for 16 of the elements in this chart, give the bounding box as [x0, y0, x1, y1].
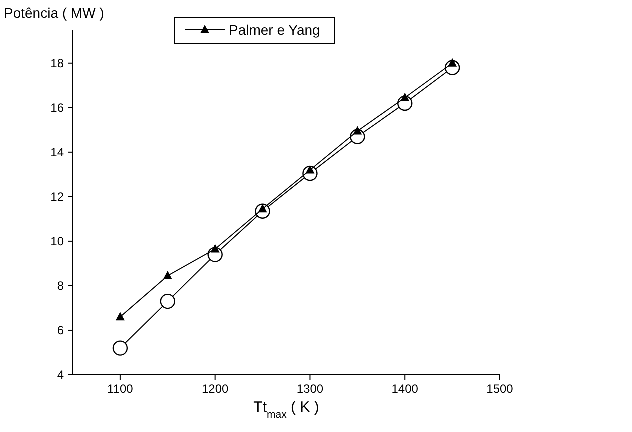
- x-axis-title: Tt$_{max}$ ( K ): [254, 399, 320, 421]
- y-tick-label: 16: [50, 100, 64, 115]
- y-tick-label: 6: [57, 323, 64, 338]
- legend-label: Palmer e Yang: [229, 22, 320, 38]
- x-tick-label: 1500: [486, 382, 514, 396]
- y-tick-label: 4: [57, 368, 64, 382]
- x-tick-label: 1100: [108, 382, 134, 396]
- y-tick-label: 8: [57, 278, 64, 293]
- y-tick-label: 14: [50, 145, 64, 160]
- y-tick-label: 18: [50, 56, 64, 70]
- y-tick-label: 10: [50, 234, 64, 248]
- y-axis-title: Potência ( MW ): [4, 5, 104, 21]
- x-tick-label: 1200: [202, 382, 230, 396]
- x-tick-label: 1300: [296, 382, 324, 396]
- y-tick-label: 12: [50, 190, 64, 204]
- x-tick-label: 1400: [392, 382, 419, 396]
